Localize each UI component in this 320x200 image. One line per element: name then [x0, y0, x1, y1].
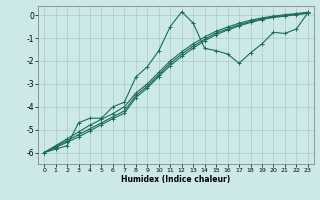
X-axis label: Humidex (Indice chaleur): Humidex (Indice chaleur): [121, 175, 231, 184]
